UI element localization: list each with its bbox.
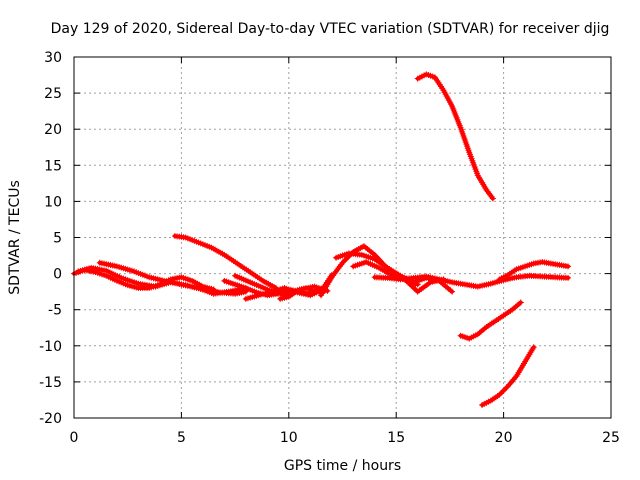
y-tick-label: 0 [53, 267, 62, 283]
chart-title: Day 129 of 2020, Sidereal Day-to-day VTE… [51, 21, 610, 37]
data-layer [71, 71, 572, 409]
x-tick-label: 10 [280, 430, 298, 446]
data-point [449, 288, 456, 295]
x-tick-label: 0 [70, 430, 79, 446]
series-track-14 [457, 299, 524, 342]
data-point [496, 391, 503, 398]
y-tick-label: 25 [44, 86, 62, 102]
data-point [517, 299, 524, 306]
y-tick-label: -15 [39, 375, 62, 391]
series-track-9 [318, 243, 421, 299]
x-tick-label: 20 [495, 430, 513, 446]
y-tick-label: 20 [44, 122, 62, 138]
series-track-13 [414, 71, 496, 202]
series-track-4 [171, 233, 279, 292]
data-point [499, 389, 506, 396]
data-point [565, 274, 572, 281]
x-tick-label: 15 [387, 430, 405, 446]
data-point [500, 387, 507, 394]
y-tick-label: -10 [39, 339, 62, 355]
data-point [530, 344, 537, 351]
y-axis-title: SDTVAR / TECUs [7, 180, 23, 295]
x-tick-label: 25 [602, 430, 620, 446]
x-tick-label: 5 [177, 430, 186, 446]
plot-frame [73, 56, 612, 419]
series-track-16 [496, 259, 572, 283]
data-point [502, 386, 509, 393]
y-tick-label: -5 [48, 303, 62, 319]
y-tick-label: 10 [44, 194, 62, 210]
series-track-3 [96, 259, 249, 297]
tick-labels: 0 5 10 15 20 25 -20 -15 -10 -5 0 5 10 15 20 25 30 [39, 50, 620, 446]
x-axis-title: GPS time / hours [284, 458, 401, 474]
series-track-15 [479, 344, 537, 409]
data-point [497, 390, 504, 397]
data-point [489, 195, 496, 202]
y-tick-label: 15 [44, 158, 62, 174]
y-tick-label: 5 [53, 231, 62, 247]
grid [74, 57, 611, 418]
y-tick-label: 30 [44, 50, 62, 66]
data-point [503, 384, 510, 391]
y-tick-label: -20 [39, 411, 62, 427]
data-point [565, 263, 572, 270]
